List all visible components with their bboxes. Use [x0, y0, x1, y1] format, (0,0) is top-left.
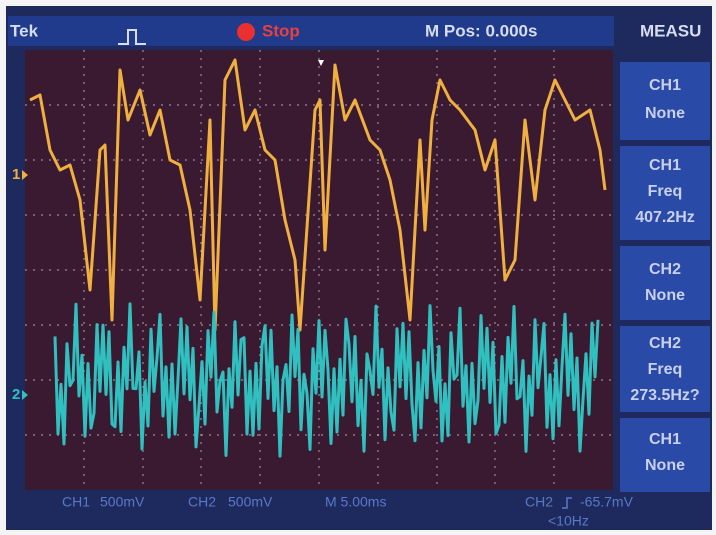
trigger-level: -65.7mV — [580, 494, 634, 510]
stop-icon — [237, 23, 255, 41]
run-status: Stop — [262, 21, 300, 40]
measure-value: 407.2Hz — [635, 209, 695, 226]
ch1-label: CH1 — [62, 494, 90, 510]
ch2-marker: 2 — [12, 386, 20, 403]
measure-label: Freq — [648, 361, 683, 378]
measure-label: Freq — [648, 183, 683, 200]
measure-box[interactable] — [620, 246, 710, 320]
ch2-label: CH2 — [188, 494, 216, 510]
measure-label: None — [645, 105, 685, 122]
horizontal-position: M Pos: 0.000s — [425, 21, 537, 40]
ch2-scale: 500mV — [228, 494, 273, 510]
measure-box[interactable] — [620, 418, 710, 492]
measure-label: None — [645, 457, 685, 474]
ch1-scale: 500mV — [100, 494, 145, 510]
trigger-source: CH2 — [525, 494, 553, 510]
measure-box[interactable] — [620, 62, 710, 140]
menu-title: MEASU — [640, 21, 701, 40]
measure-source: CH1 — [649, 431, 681, 448]
measure-source: CH2 — [649, 261, 681, 278]
trigger-frequency: <10Hz — [548, 513, 589, 529]
timebase: M 5.00ms — [325, 494, 386, 510]
measure-label: None — [645, 287, 685, 304]
measure-source: CH1 — [649, 77, 681, 94]
ch1-marker: 1 — [12, 166, 20, 183]
measure-source: CH1 — [649, 157, 681, 174]
measure-value: 273.5Hz? — [630, 387, 699, 404]
brand: Tek — [10, 21, 39, 40]
measure-panel: CH1 None CH1 Freq 407.2Hz CH2 None CH2 F… — [620, 62, 710, 492]
oscilloscope-photo: Tek Stop M Pos: 0.000s MEASU 1 2 CH1 Non… — [0, 0, 716, 535]
measure-source: CH2 — [649, 335, 681, 352]
